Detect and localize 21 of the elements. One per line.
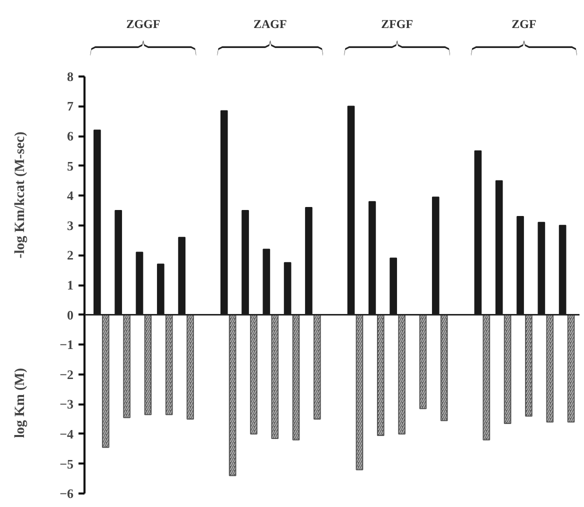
y-tick-label: 1 <box>67 278 74 292</box>
y-tick-label: −4 <box>60 426 74 442</box>
text: log Km (M) <box>13 368 29 438</box>
y-tick-label: −1 <box>60 337 74 352</box>
y-tick-label: 7 <box>67 98 74 114</box>
text: ZFGF <box>381 17 414 31</box>
text: ZAGF <box>254 17 287 31</box>
y-axis-title: -log Km/kcat (M-sec) <box>13 132 29 258</box>
y-tick-label: 2 <box>67 248 74 263</box>
y-tick-label: 5 <box>67 158 74 174</box>
y-tick-label: −5 <box>60 456 74 472</box>
y-tick-label: 8 <box>67 68 74 84</box>
y-tick-label: −2 <box>60 366 74 382</box>
text: ZGGF <box>126 17 160 31</box>
y-tick-label: 3 <box>67 218 74 233</box>
text: ZGF <box>512 17 536 31</box>
y-tick-label: −6 <box>60 486 74 502</box>
y-tick-label: 4 <box>67 188 74 204</box>
y-tick-label: 0 <box>67 307 74 322</box>
y-tick-label: 6 <box>67 128 74 144</box>
y-tick-label: −3 <box>60 396 74 412</box>
